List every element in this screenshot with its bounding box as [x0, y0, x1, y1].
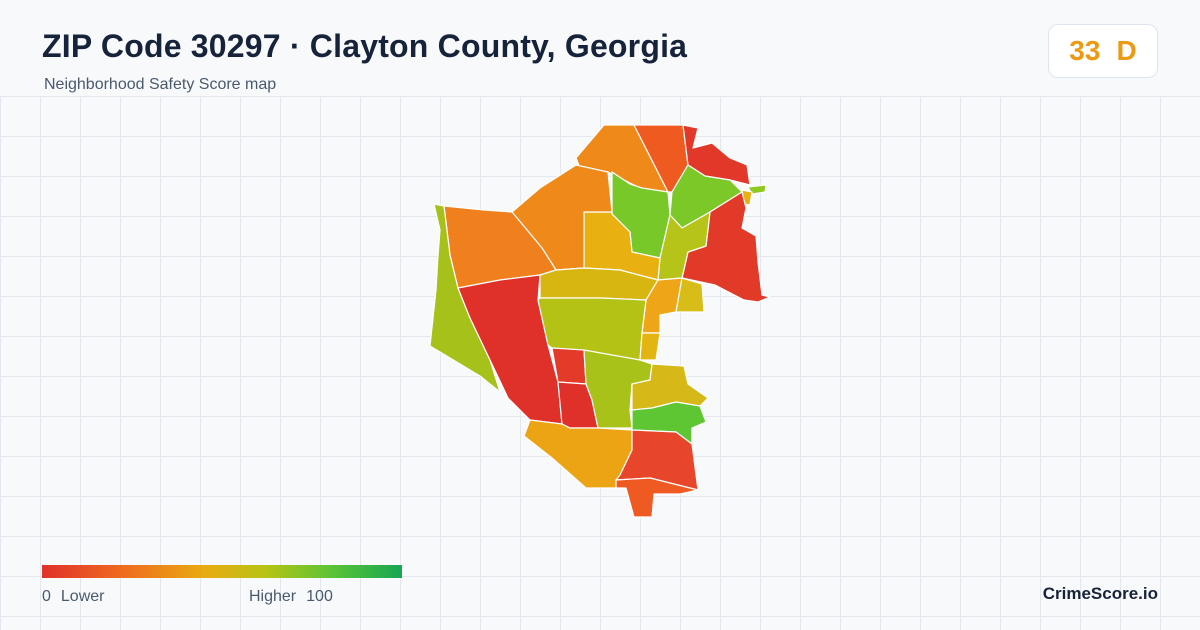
legend-high-label: Higher — [249, 588, 297, 605]
region-south-bottom-red — [615, 477, 699, 518]
page-title: ZIP Code 30297 · Clayton County, Georgia — [42, 28, 688, 64]
region-middle-small-yellow — [639, 332, 661, 361]
region-south-red-a — [551, 347, 587, 385]
score-grade: D — [1116, 35, 1137, 66]
legend-low-value: 0 — [42, 588, 51, 605]
brand-logo-text[interactable]: CrimeScore.io — [1042, 584, 1158, 603]
region-southwest-yellow — [523, 419, 633, 489]
page-subtitle: Neighborhood Safety Score map — [44, 76, 277, 93]
legend-low: 0 Lower — [42, 588, 104, 606]
legend-gradient-bar — [42, 565, 402, 578]
legend-high: Higher 100 — [249, 588, 333, 606]
neighborhood-regions — [429, 124, 771, 518]
legend-high-value: 100 — [306, 588, 333, 605]
safety-score-badge: 33 D — [1048, 24, 1158, 78]
legend-low-label: Lower — [60, 588, 105, 605]
region-middle-yellow-east — [675, 277, 705, 313]
score-value: 33 — [1069, 35, 1101, 66]
region-south-olive — [583, 349, 653, 429]
